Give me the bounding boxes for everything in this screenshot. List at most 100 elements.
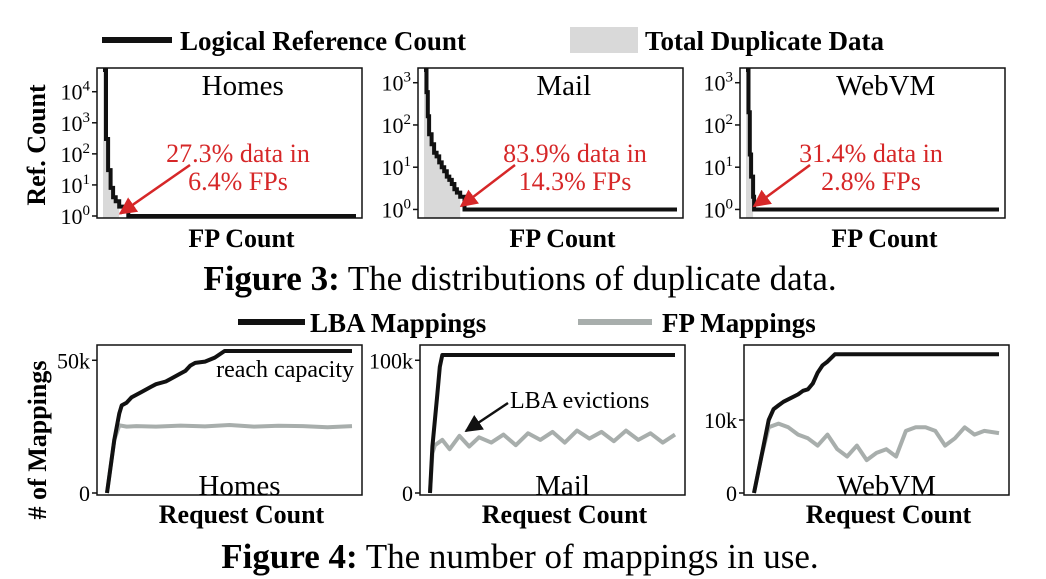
annotation-arrow	[459, 164, 516, 208]
ytick-label: 101	[61, 172, 91, 198]
ytick-exponent: 1	[726, 154, 734, 170]
fig3-ylabel: Ref. Count	[22, 84, 51, 206]
panel-title: Mail	[535, 470, 590, 502]
ytick-label: 102	[704, 112, 734, 138]
fp-mappings-line	[105, 423, 353, 494]
legend-label-dup-data: Total Duplicate Data	[645, 26, 885, 56]
annotation-line-2: 6.4% FPs	[188, 167, 288, 196]
ytick-base: 10	[382, 155, 404, 180]
fig3-caption-label: Figure 3:	[203, 259, 339, 298]
fig3-legend: Logical Reference Count Total Duplicate …	[102, 26, 885, 56]
ytick-label: 0	[726, 481, 737, 506]
ytick-label: 104	[61, 79, 91, 105]
ytick-exponent: 1	[83, 172, 91, 188]
annotation-line-2: 2.8% FPs	[821, 167, 921, 196]
ytick-exponent: 4	[83, 79, 91, 95]
ytick-base: 10	[61, 204, 83, 229]
annotation-line-1: 27.3% data in	[166, 139, 310, 168]
legend-swatch-dup-box	[570, 27, 638, 53]
x-axis-label: FP Count	[831, 224, 938, 253]
ytick-label: 0	[402, 481, 413, 506]
ytick-base: 10	[382, 71, 404, 96]
ytick-label: 10k	[704, 408, 737, 433]
ytick-label: 102	[382, 112, 412, 138]
ytick-base: 10	[61, 173, 83, 198]
ytick-exponent: 0	[726, 196, 734, 212]
plot-frame	[419, 344, 686, 496]
ytick-base: 10	[704, 155, 726, 180]
ytick-label: 103	[382, 70, 412, 96]
ytick-base: 10	[61, 80, 83, 105]
fig4-legend: LBA Mappings FP Mappings	[238, 308, 816, 338]
fig3-caption: Figure 3: The distributions of duplicate …	[203, 259, 836, 298]
ytick-exponent: 0	[404, 196, 412, 212]
annotation-line-1: 83.9% data in	[503, 139, 647, 168]
ref-count-line	[746, 68, 999, 212]
ytick-label: 0	[79, 481, 90, 506]
fig4-ylabel: # of Mappings	[23, 361, 52, 520]
plot-frame	[417, 67, 684, 219]
x-axis-label: Request Count	[806, 500, 972, 529]
ytick-label: 100k	[369, 348, 413, 373]
annotation-arrow	[464, 401, 509, 433]
legend-label-ref-count: Logical Reference Count	[180, 26, 466, 56]
lba-mappings-line	[428, 353, 675, 494]
annotation-arrow	[118, 163, 191, 215]
ytick-base: 10	[704, 197, 726, 222]
plot-frame	[96, 67, 363, 219]
x-axis-label: FP Count	[509, 224, 616, 253]
ytick-exponent: 2	[83, 141, 91, 157]
annotation-reach-capacity: reach capacity	[216, 357, 354, 383]
lba-mappings-line	[105, 349, 352, 494]
panel-title: Homes	[202, 70, 284, 102]
x-axis-label: Request Count	[482, 500, 648, 529]
fig4-caption: Figure 4: The number of mappings in use.	[221, 537, 818, 576]
ytick-base: 10	[61, 142, 83, 167]
ytick-label: 100	[382, 196, 412, 222]
ytick-base: 10	[704, 71, 726, 96]
fig3-caption-text: The distributions of duplicate data.	[348, 259, 837, 298]
annotation-line-2: 14.3% FPs	[519, 167, 632, 196]
ytick-label: 50k	[57, 348, 90, 373]
fp-mappings-line	[428, 428, 677, 494]
ytick-label: 101	[704, 154, 734, 180]
ytick-label: 100	[61, 203, 91, 229]
fp-mappings-line	[752, 421, 1000, 494]
ytick-base: 10	[704, 113, 726, 138]
panel-title: WebVM	[837, 470, 936, 502]
annotation-lba-evictions: LBA evictions	[510, 388, 649, 414]
panel-title: WebVM	[836, 70, 935, 102]
panel-title: Mail	[536, 70, 591, 102]
fig4-caption-text: The number of mappings in use.	[366, 537, 819, 576]
ytick-base: 10	[382, 113, 404, 138]
ytick-base: 10	[61, 111, 83, 136]
ytick-label: 102	[61, 141, 91, 167]
plot-frame	[739, 67, 1006, 219]
ytick-label: 103	[61, 110, 91, 136]
ytick-label: 101	[382, 154, 412, 180]
x-axis-label: Request Count	[159, 500, 325, 529]
ytick-exponent: 3	[83, 110, 91, 126]
plot-frame	[96, 344, 363, 496]
fig4-caption-label: Figure 4:	[221, 537, 357, 576]
ytick-exponent: 0	[83, 203, 91, 219]
ytick-exponent: 1	[404, 154, 412, 170]
dup-data-area	[103, 70, 120, 218]
ytick-label: 103	[704, 70, 734, 96]
ytick-label: 100	[704, 196, 734, 222]
ytick-exponent: 2	[404, 112, 412, 128]
ytick-base: 10	[382, 197, 404, 222]
annotation-arrow	[752, 163, 811, 208]
ref-count-line	[424, 68, 677, 212]
lba-mappings-line	[752, 352, 999, 494]
annotation-line-1: 31.4% data in	[799, 139, 943, 168]
legend-label-lba: LBA Mappings	[310, 308, 486, 338]
x-axis-label: FP Count	[188, 224, 295, 253]
